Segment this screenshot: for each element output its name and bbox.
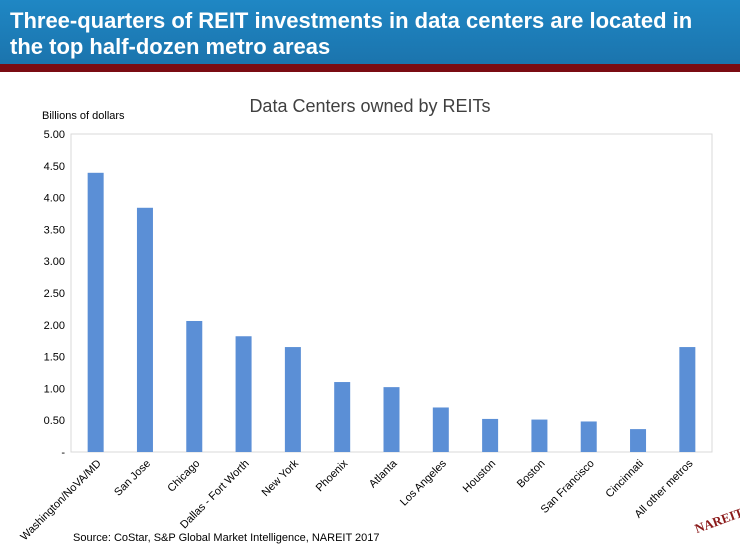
bar <box>186 320 203 452</box>
x-tick-label: Los Angeles <box>398 457 449 508</box>
y-axis: - 0.50 1.00 1.50 2.00 2.50 3.00 3.50 4.00 4.50 5.0… <box>44 129 66 459</box>
bar <box>284 347 301 452</box>
slide-title: Three-quarters of REIT investments in da… <box>10 8 693 59</box>
nareit-logo-text: NAREIT <box>692 504 740 537</box>
bar <box>136 207 153 452</box>
x-tick-label: Phoenix <box>314 457 351 494</box>
y-tick-label: 1.50 <box>44 352 65 364</box>
y-tick-label: 3.50 <box>44 224 65 236</box>
title-underline <box>0 64 740 72</box>
bar <box>334 382 351 452</box>
y-axis-unit-label: Billions of dollars <box>42 110 125 122</box>
title-banner: Three-quarters of REIT investments in da… <box>0 0 740 64</box>
bar <box>630 429 647 452</box>
x-tick-label: Cincinnati <box>604 458 647 501</box>
y-tick-label: 2.00 <box>44 320 65 332</box>
bar-series <box>87 172 696 452</box>
bar <box>531 419 548 452</box>
y-tick-label: 1.00 <box>44 383 65 395</box>
bar <box>87 172 104 452</box>
bar <box>235 336 252 452</box>
y-tick-label: 3.00 <box>44 256 65 268</box>
bar <box>482 418 499 452</box>
x-tick-label: San Francisco <box>539 458 597 516</box>
chart-title: Data Centers owned by REITs <box>249 96 491 116</box>
y-tick-label: - <box>61 447 65 459</box>
y-tick-label: 0.50 <box>44 415 65 427</box>
y-tick-label: 2.50 <box>44 288 65 300</box>
x-tick-label: San Jose <box>112 458 153 499</box>
bar <box>432 407 449 452</box>
y-tick-label: 4.00 <box>44 193 65 205</box>
x-tick-label: Boston <box>515 458 548 491</box>
x-tick-label: Atlanta <box>367 457 400 490</box>
x-axis: Washington/NoVA/MD San Jose ChicagoDallas … <box>18 457 695 543</box>
x-tick-label: Washington/NoVA/MD <box>18 458 103 543</box>
y-tick-label: 4.50 <box>44 161 65 173</box>
bar <box>679 347 696 452</box>
x-tick-label: New York <box>260 457 302 499</box>
x-tick-label: Chicago <box>165 458 202 495</box>
bar <box>580 421 597 452</box>
nareit-logo: NAREIT <box>692 504 740 548</box>
y-tick-label: 5.00 <box>44 129 65 141</box>
source-note: Source: CoStar, S&P Global Market Intell… <box>73 532 380 544</box>
x-tick-label: Houston <box>461 458 498 495</box>
bar <box>383 387 400 452</box>
